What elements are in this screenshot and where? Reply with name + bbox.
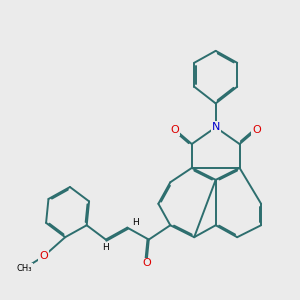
Text: O: O bbox=[39, 251, 48, 261]
Text: CH₃: CH₃ bbox=[17, 264, 32, 273]
Text: N: N bbox=[212, 122, 220, 132]
Text: H: H bbox=[102, 243, 109, 252]
Text: O: O bbox=[252, 125, 261, 135]
Text: O: O bbox=[171, 125, 179, 135]
Text: H: H bbox=[132, 218, 139, 227]
Text: O: O bbox=[142, 259, 151, 269]
